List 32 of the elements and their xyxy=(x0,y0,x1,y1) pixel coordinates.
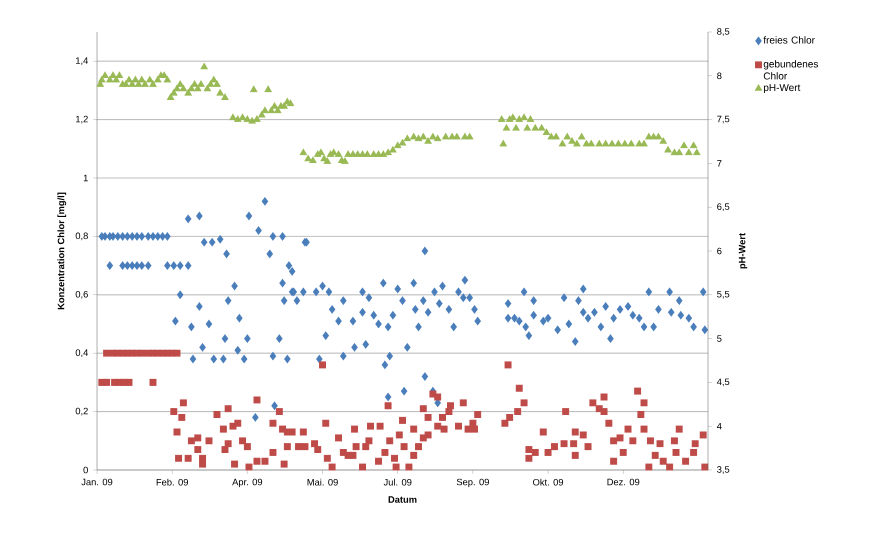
y-tick-label: 1,2 xyxy=(76,116,88,124)
x-tick-label: Jan. 09 xyxy=(81,478,112,486)
y2-tick-label: 8 xyxy=(717,72,722,80)
y-tick-label: 1 xyxy=(84,174,88,182)
y2-tick-label: 6,5 xyxy=(717,203,730,212)
y2-tick-label: 4,5 xyxy=(716,378,730,386)
y2-tick-label: 8,5 xyxy=(717,28,730,36)
legend-label: freies Chlor xyxy=(763,36,815,44)
y2-tick-label: 5 xyxy=(717,335,722,342)
y2-tick-label: 4 xyxy=(716,422,722,430)
x-axis-title: Datum xyxy=(388,496,416,503)
x-tick-label: Sep. 09 xyxy=(456,478,489,488)
y-tick-label: 0,8 xyxy=(76,232,88,240)
x-tick-label: Mai. 09 xyxy=(308,478,338,486)
y2-axis-title: pH-Wert xyxy=(738,233,748,268)
x-tick-label: Feb. 09 xyxy=(156,478,188,486)
y-tick-label: 0,4 xyxy=(76,349,88,358)
x-tick-label: Jul. 09 xyxy=(384,478,412,486)
x-tick-label: Apr. 09 xyxy=(232,478,262,488)
y-axis-title: Konzentration Chlor [mg/l] xyxy=(57,192,66,310)
y2-tick-label: 3,5 xyxy=(717,466,730,474)
y-tick-label: 0 xyxy=(83,466,88,474)
y2-tick-label: 7,5 xyxy=(717,116,730,124)
legend-label: pH-Wert xyxy=(764,84,800,94)
y2-tick-label: 5,5 xyxy=(717,290,730,299)
y2-tick-label: 7 xyxy=(717,160,722,167)
y-tick-label: 0,6 xyxy=(76,290,88,299)
y-tick-label: 0,2 xyxy=(76,408,88,416)
x-tick-label: Okt. 09 xyxy=(533,478,564,486)
x-tick-label: Dez. 09 xyxy=(607,478,640,486)
y-tick-label: 1,4 xyxy=(76,57,88,65)
y2-tick-label: 6 xyxy=(717,248,722,254)
